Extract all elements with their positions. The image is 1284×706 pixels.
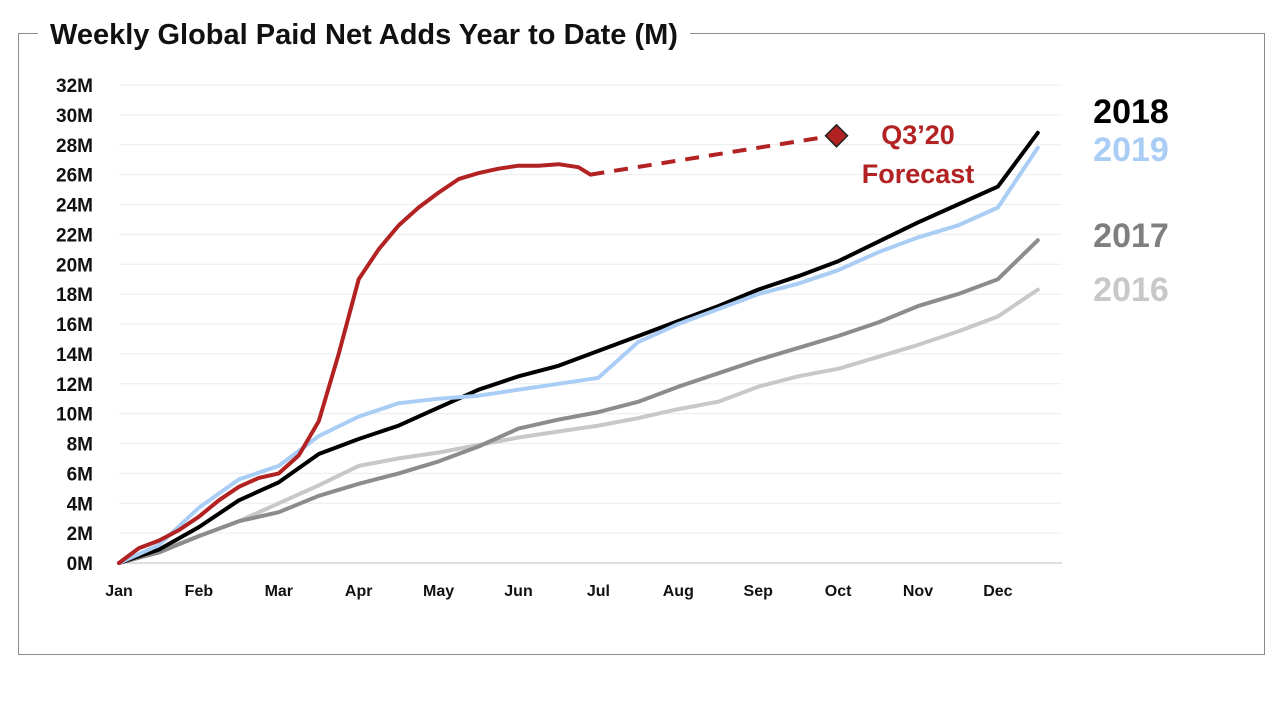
- y-tick-label: 14M: [56, 345, 93, 366]
- y-tick-label: 16M: [56, 315, 93, 336]
- y-tick-label: 8M: [67, 435, 93, 456]
- series-line-2019: [117, 145, 1040, 565]
- x-axis-ticks: Jan Feb Mar Apr May Jun Jul Aug Sep Oct Nov Dec: [105, 583, 1012, 600]
- series-label-2018: 2018: [1093, 93, 1169, 131]
- x-tick-label: Nov: [903, 583, 933, 600]
- x-tick-label: Jan: [105, 583, 133, 600]
- y-axis-ticks: 0M 2M 4M 6M 8M 10M 12M 14M 16M 18M 20M 22M 24M 26M 28M…: [56, 76, 93, 575]
- series-label-2019: 2019: [1093, 131, 1169, 169]
- series-line-2018: [117, 130, 1040, 565]
- x-tick-label: Apr: [345, 583, 373, 600]
- x-tick-label: Oct: [825, 583, 852, 600]
- y-tick-label: 20M: [56, 255, 93, 276]
- chart-title: Weekly Global Paid Net Adds Year to Date…: [38, 15, 690, 55]
- y-tick-label: 12M: [56, 375, 93, 396]
- x-tick-label: Feb: [185, 583, 214, 600]
- x-tick-label: Aug: [663, 583, 694, 600]
- y-tick-label: 2M: [67, 524, 93, 545]
- x-tick-label: Mar: [265, 583, 293, 600]
- x-tick-label: Sep: [744, 583, 774, 600]
- y-tick-label: 22M: [56, 225, 93, 246]
- x-tick-label: Dec: [983, 583, 1012, 600]
- series-line-2016: [117, 287, 1040, 565]
- y-tick-label: 30M: [56, 106, 93, 127]
- y-tick-label: 18M: [56, 285, 93, 306]
- y-tick-label: 0M: [67, 554, 93, 575]
- y-tick-label: 32M: [56, 76, 93, 97]
- series-label-2017: 2017: [1093, 217, 1169, 255]
- forecast-label: Q3’20: [881, 120, 955, 150]
- y-tick-label: 10M: [56, 405, 93, 426]
- x-tick-label: Jul: [587, 583, 610, 600]
- series-lines: [117, 123, 1040, 565]
- series-line-2020: [117, 162, 593, 565]
- forecast-label: Forecast: [862, 159, 975, 189]
- series-line-2017: [117, 238, 1040, 565]
- x-tick-label: May: [423, 583, 454, 600]
- y-tick-label: 4M: [67, 494, 93, 515]
- y-tick-label: 26M: [56, 166, 93, 187]
- forecast-line: [590, 134, 827, 177]
- y-tick-label: 6M: [67, 464, 93, 485]
- x-tick-label: Jun: [504, 583, 532, 600]
- forecast-marker: [824, 123, 849, 148]
- y-tick-label: 24M: [56, 196, 93, 217]
- series-label-2016: 2016: [1093, 271, 1169, 309]
- y-tick-label: 28M: [56, 136, 93, 157]
